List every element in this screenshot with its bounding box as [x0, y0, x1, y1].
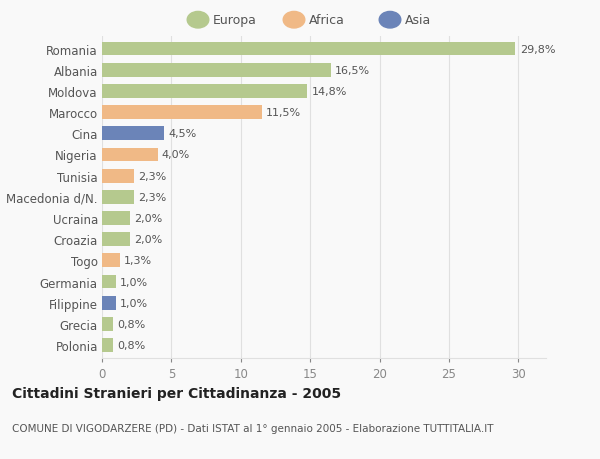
- Bar: [102, 169, 134, 183]
- Bar: [102, 148, 157, 162]
- Bar: [102, 190, 134, 204]
- Text: 11,5%: 11,5%: [266, 108, 301, 118]
- Text: 1,0%: 1,0%: [120, 298, 148, 308]
- Text: 1,3%: 1,3%: [124, 256, 152, 266]
- Bar: [102, 233, 130, 246]
- Text: Europa: Europa: [213, 14, 257, 27]
- Bar: [102, 85, 307, 99]
- Text: 0,8%: 0,8%: [117, 340, 146, 350]
- Text: 16,5%: 16,5%: [335, 66, 370, 76]
- Bar: [102, 317, 113, 331]
- Text: COMUNE DI VIGODARZERE (PD) - Dati ISTAT al 1° gennaio 2005 - Elaborazione TUTTIT: COMUNE DI VIGODARZERE (PD) - Dati ISTAT …: [12, 424, 493, 433]
- Text: 0,8%: 0,8%: [117, 319, 146, 329]
- Text: 14,8%: 14,8%: [311, 87, 347, 97]
- Bar: [102, 106, 262, 120]
- Text: 2,0%: 2,0%: [134, 213, 162, 224]
- Bar: [102, 127, 164, 141]
- Text: 4,0%: 4,0%: [161, 150, 190, 160]
- Bar: [102, 275, 116, 289]
- Text: 4,5%: 4,5%: [169, 129, 197, 139]
- Text: Cittadini Stranieri per Cittadinanza - 2005: Cittadini Stranieri per Cittadinanza - 2…: [12, 386, 341, 400]
- Text: 29,8%: 29,8%: [520, 45, 555, 55]
- Bar: [102, 338, 113, 352]
- Text: 2,0%: 2,0%: [134, 235, 162, 245]
- Bar: [102, 64, 331, 78]
- Bar: [102, 43, 515, 56]
- Text: Africa: Africa: [309, 14, 345, 27]
- Bar: [102, 254, 120, 268]
- Text: 2,3%: 2,3%: [138, 171, 166, 181]
- Bar: [102, 212, 130, 225]
- Text: Asia: Asia: [405, 14, 431, 27]
- Bar: [102, 296, 116, 310]
- Text: 1,0%: 1,0%: [120, 277, 148, 287]
- Text: 2,3%: 2,3%: [138, 192, 166, 202]
